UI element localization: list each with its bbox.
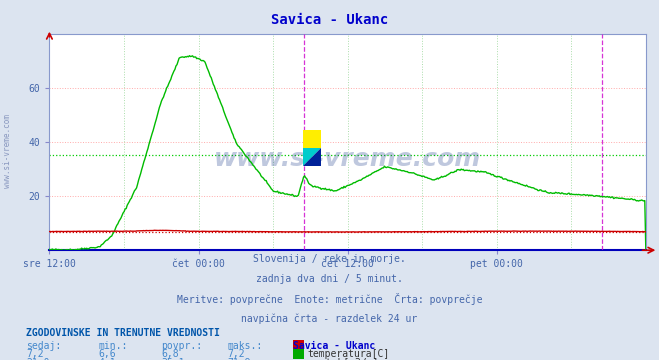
Text: povpr.:: povpr.:: [161, 341, 202, 351]
Text: Meritve: povprečne  Enote: metrične  Črta: povprečje: Meritve: povprečne Enote: metrične Črta:…: [177, 293, 482, 305]
Text: sedaj:: sedaj:: [26, 341, 61, 351]
Text: min.:: min.:: [99, 341, 129, 351]
Text: temperatura[C]: temperatura[C]: [308, 349, 390, 359]
Text: 4,1: 4,1: [99, 358, 117, 360]
Text: Savica - Ukanc: Savica - Ukanc: [293, 341, 376, 351]
Text: Savica - Ukanc: Savica - Ukanc: [271, 13, 388, 27]
Text: navpična črta - razdelek 24 ur: navpična črta - razdelek 24 ur: [241, 313, 418, 324]
Text: 21,0: 21,0: [26, 358, 50, 360]
Text: 6,8: 6,8: [161, 349, 179, 359]
Text: 6,6: 6,6: [99, 349, 117, 359]
Polygon shape: [303, 130, 322, 148]
Text: pretok[m3/s]: pretok[m3/s]: [308, 358, 378, 360]
Text: Slovenija / reke in morje.: Slovenija / reke in morje.: [253, 254, 406, 264]
Text: zadnja dva dni / 5 minut.: zadnja dva dni / 5 minut.: [256, 274, 403, 284]
Polygon shape: [303, 148, 322, 166]
Text: www.si-vreme.com: www.si-vreme.com: [3, 114, 13, 188]
Polygon shape: [303, 148, 322, 166]
Text: 7,2: 7,2: [26, 349, 44, 359]
Text: 35,1: 35,1: [161, 358, 185, 360]
Text: 7,2: 7,2: [227, 349, 245, 359]
Text: ZGODOVINSKE IN TRENUTNE VREDNOSTI: ZGODOVINSKE IN TRENUTNE VREDNOSTI: [26, 328, 220, 338]
Text: 71,9: 71,9: [227, 358, 251, 360]
Text: www.si-vreme.com: www.si-vreme.com: [214, 148, 481, 171]
Text: maks.:: maks.:: [227, 341, 262, 351]
